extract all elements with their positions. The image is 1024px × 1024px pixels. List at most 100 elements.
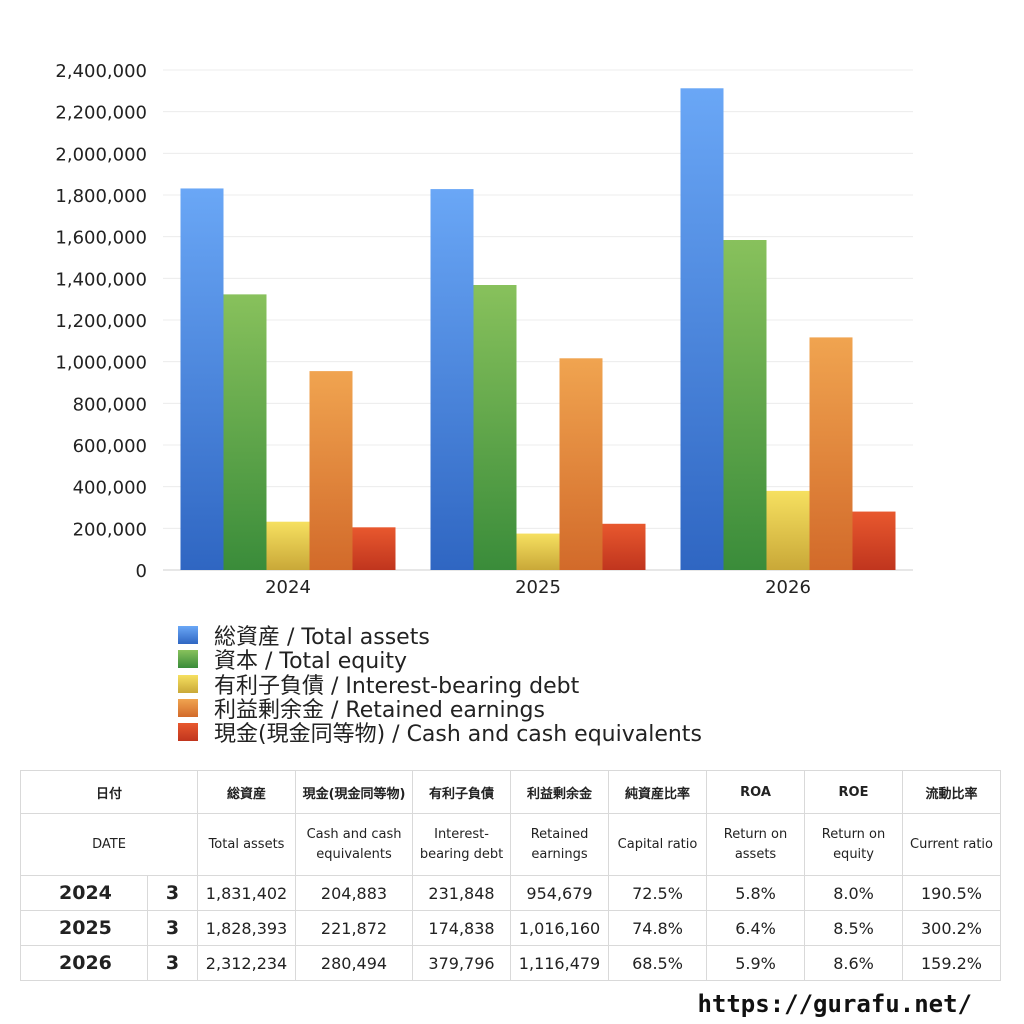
y-tick-label: 800,000 [73, 394, 147, 415]
table-cell: 379,796 [412, 945, 512, 981]
y-tick-label: 600,000 [73, 436, 147, 457]
chart-legend: 総資産 / Total assets 資本 / Total equity 有利子負債… [178, 623, 702, 747]
table-cell: 8.0% [804, 875, 904, 911]
legend-label: 資本 / Total equity [214, 649, 407, 675]
header-cell: 日付 [19, 770, 199, 814]
legend-item: 現金(現金同等物) / Cash and cash equivalents [178, 720, 702, 747]
table-row: 2025 3 1,828,393 221,872 174,838 1,016,160 74.… [20, 910, 1002, 946]
x-tick-label: 2024 [265, 577, 311, 598]
x-tick-label: 2026 [765, 577, 811, 598]
legend-item: 資本 / Total equity [178, 647, 702, 674]
bar-chart: 0 200,000 400,000 600,000 800,000 1,000,000 1,… [55, 61, 913, 598]
y-tick-label: 1,400,000 [55, 269, 147, 290]
y-tick-label: 2,000,000 [55, 144, 147, 165]
legend-label: 利益剰余金 / Retained earnings [214, 698, 545, 724]
header-cell: Retained earnings [510, 813, 610, 876]
table-cell: 8.5% [804, 910, 904, 946]
y-tick-label: 0 [136, 561, 147, 582]
bar [766, 490, 810, 570]
bar [516, 533, 560, 570]
bar [809, 337, 853, 570]
header-cell: Cash and cash equivalents [295, 813, 414, 876]
header-cell: Return on assets [706, 813, 806, 876]
table-cell: 280,494 [295, 945, 414, 981]
table-cell: 74.8% [608, 910, 708, 946]
bar [352, 527, 396, 570]
bar [180, 188, 224, 570]
y-tick-label: 1,200,000 [55, 311, 147, 332]
header-cell: 現金(現金同等物) [295, 770, 414, 814]
bar [430, 189, 474, 571]
table-cell: 3 [146, 875, 199, 911]
y-tick-label: 1,600,000 [55, 228, 147, 249]
bar [602, 523, 646, 570]
header-cell: DATE [19, 813, 199, 876]
financial-table: 日付 総資産 現金(現金同等物) 有利子負債 利益剰余金 純資産比率 ROA ROE 流動比率 … [19, 770, 1002, 981]
table-cell: 231,848 [412, 875, 512, 911]
table-cell: 159.2% [902, 945, 1002, 981]
table-cell: 954,679 [510, 875, 610, 911]
y-tick-label: 2,400,000 [55, 61, 147, 82]
y-tick-label: 400,000 [73, 478, 147, 499]
legend-item: 有利子負債 / Interest-bearing debt [178, 672, 702, 699]
table-cell: 300.2% [902, 910, 1002, 946]
x-tick-label: 2025 [515, 577, 561, 598]
table-header-english: DATE Total assets Cash and cash equivalent… [19, 813, 1002, 876]
table-cell: 1,016,160 [510, 910, 610, 946]
header-cell: ROA [706, 770, 806, 814]
bar [559, 358, 603, 570]
legend-swatch [178, 723, 198, 742]
legend-swatch [178, 650, 198, 669]
bar [309, 371, 353, 570]
header-cell: 有利子負債 [412, 770, 512, 814]
y-tick-label: 1,000,000 [55, 353, 147, 374]
header-cell: Return on equity [804, 813, 904, 876]
legend-label: 総資産 / Total assets [214, 625, 430, 651]
table-row: 2026 3 2,312,234 280,494 379,796 1,116,479 68.… [20, 945, 1002, 981]
table-cell: 2025 [20, 910, 148, 946]
table-cell: 221,872 [295, 910, 414, 946]
x-axis-tick-labels: 2024 2025 2026 [265, 577, 811, 598]
table-row: 2024 3 1,831,402 204,883 231,848 954,679 72.5%… [20, 875, 1002, 911]
legend-label: 有利子負債 / Interest-bearing debt [214, 673, 580, 699]
header-cell: 純資産比率 [608, 770, 708, 814]
y-axis-tick-labels: 0 200,000 400,000 600,000 800,000 1,000,000 1,… [55, 61, 147, 582]
header-cell: 利益剰余金 [510, 770, 610, 814]
header-cell: Total assets [197, 813, 297, 876]
site-url[interactable]: https://gurafu.net/ [697, 990, 972, 1018]
table-cell: 2026 [20, 945, 148, 981]
bar [852, 511, 896, 570]
table-cell: 204,883 [295, 875, 414, 911]
table-cell: 174,838 [412, 910, 512, 946]
legend-swatch [178, 626, 198, 645]
table-cell: 3 [146, 910, 199, 946]
header-cell: 流動比率 [902, 770, 1002, 814]
legend-swatch [178, 699, 198, 718]
bar [723, 240, 767, 570]
bar [266, 521, 310, 570]
header-cell: Capital ratio [608, 813, 708, 876]
bar [473, 285, 517, 570]
y-tick-label: 200,000 [73, 519, 147, 540]
table-cell: 1,828,393 [197, 910, 297, 946]
table-cell: 5.8% [706, 875, 806, 911]
table-cell: 2024 [20, 875, 148, 911]
y-tick-label: 1,800,000 [55, 186, 147, 207]
grid-lines [163, 69, 913, 571]
legend-item: 利益剰余金 / Retained earnings [178, 696, 702, 723]
table-cell: 6.4% [706, 910, 806, 946]
table-cell: 8.6% [804, 945, 904, 981]
table-cell: 190.5% [902, 875, 1002, 911]
bar [680, 88, 724, 571]
table-header-japanese: 日付 総資産 現金(現金同等物) 有利子負債 利益剰余金 純資産比率 ROA ROE 流動比率 [19, 770, 1002, 814]
bars [180, 88, 896, 571]
y-tick-label: 2,200,000 [55, 103, 147, 124]
legend-item: 総資産 / Total assets [178, 623, 702, 650]
header-cell: ROE [804, 770, 904, 814]
header-cell: 総資産 [197, 770, 297, 814]
legend-swatch [178, 674, 198, 693]
table-cell: 72.5% [608, 875, 708, 911]
table-cell: 5.9% [706, 945, 806, 981]
table-cell: 68.5% [608, 945, 708, 981]
bar [223, 294, 267, 570]
